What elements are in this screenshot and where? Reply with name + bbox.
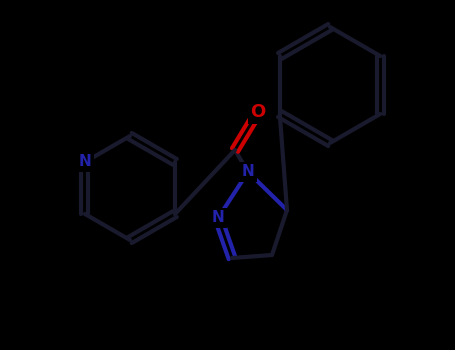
Text: N: N bbox=[242, 164, 254, 180]
Text: N: N bbox=[212, 210, 224, 225]
Text: O: O bbox=[250, 103, 266, 121]
Text: N: N bbox=[79, 154, 91, 169]
